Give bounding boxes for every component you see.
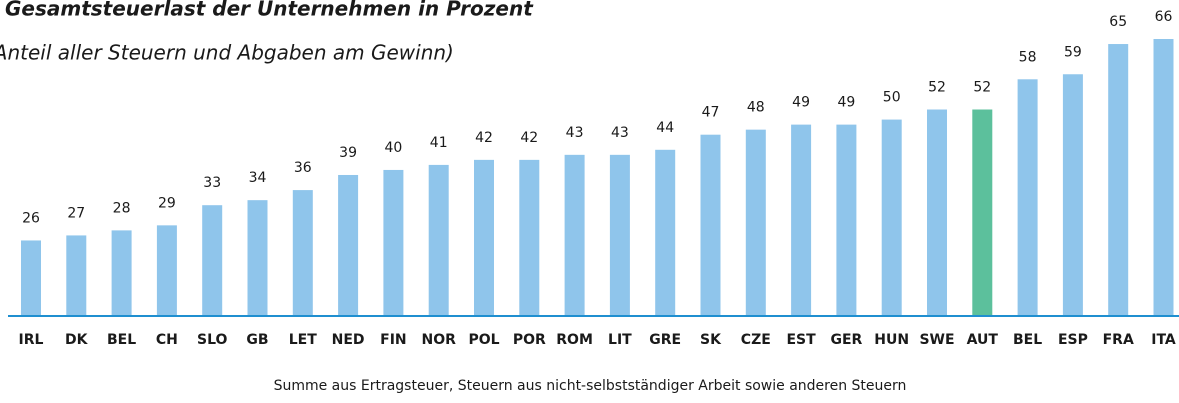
bar <box>338 174 359 316</box>
x-tick-label: SLO <box>197 332 228 348</box>
bar <box>156 225 177 316</box>
value-label: 52 <box>973 80 991 96</box>
bar <box>292 190 313 316</box>
x-tick-label: CZE <box>741 332 771 348</box>
value-label: 59 <box>1064 44 1082 60</box>
value-label: 49 <box>837 95 855 111</box>
bar <box>655 149 676 316</box>
x-tick-label: POR <box>513 332 546 348</box>
x-tick-label: HUN <box>874 332 909 348</box>
x-tick-label: DK <box>65 332 89 348</box>
bar <box>1017 79 1038 316</box>
bar <box>428 164 449 316</box>
x-tick-label: LIT <box>608 332 632 348</box>
x-tick-label: GRE <box>649 332 681 348</box>
value-label: 26 <box>22 210 40 226</box>
bar <box>700 134 721 316</box>
value-label: 49 <box>792 95 810 111</box>
x-tick-label: CH <box>156 332 178 348</box>
chart-subtitle: (Anteil aller Steuern und Abgaben am Gew… <box>0 41 454 65</box>
value-label: 48 <box>747 100 765 116</box>
value-label: 52 <box>928 80 946 96</box>
x-tick-label: SWE <box>919 332 954 348</box>
bar <box>881 119 902 316</box>
bar <box>745 129 766 316</box>
value-label: 36 <box>294 160 312 176</box>
x-tick-label: FIN <box>380 332 407 348</box>
value-label: 43 <box>611 125 629 141</box>
x-tick-label: ITA <box>1151 332 1176 348</box>
x-tick-label: NED <box>332 332 365 348</box>
x-tick-label: IRL <box>19 332 44 348</box>
bar <box>836 124 857 316</box>
x-tick-label: ESP <box>1058 332 1088 348</box>
value-label: 33 <box>203 175 221 191</box>
bar <box>791 124 812 316</box>
x-tick-label: GER <box>830 332 862 348</box>
bar <box>564 154 585 316</box>
value-label: 41 <box>430 135 448 151</box>
bar <box>609 154 630 316</box>
bar <box>247 200 268 316</box>
bar <box>972 109 993 316</box>
value-label: 28 <box>113 200 131 216</box>
bar <box>383 169 404 316</box>
value-label: 58 <box>1019 49 1037 65</box>
value-label: 42 <box>475 130 493 146</box>
bar <box>111 230 132 316</box>
x-tick-label: ROM <box>556 332 593 348</box>
x-tick-label: AUT <box>967 332 999 348</box>
value-label: 50 <box>883 90 901 106</box>
x-tick-label: EST <box>786 332 816 348</box>
value-label: 42 <box>520 130 538 146</box>
footnote: Summe aus Ertragsteuer, Steuern aus nich… <box>274 378 907 394</box>
bar <box>1062 74 1083 316</box>
value-label: 39 <box>339 145 357 161</box>
x-tick-label: FRA <box>1103 332 1134 348</box>
bar <box>474 159 494 316</box>
value-label: 44 <box>656 120 674 136</box>
value-label: 27 <box>67 205 85 221</box>
x-tick-label: NOR <box>421 332 456 348</box>
bar <box>202 205 223 316</box>
chart-title: Gesamtsteuerlast der Unternehmen in Proz… <box>5 0 534 21</box>
value-label: 43 <box>566 125 584 141</box>
bar <box>927 109 947 316</box>
value-label: 47 <box>702 105 720 121</box>
value-label: 65 <box>1109 14 1127 30</box>
x-tick-label: SK <box>700 332 722 348</box>
value-label: 29 <box>158 195 176 211</box>
bar <box>66 235 87 316</box>
value-label: 40 <box>384 140 402 156</box>
bar <box>21 240 41 316</box>
x-tick-label: POL <box>468 332 499 348</box>
value-label: 66 <box>1155 9 1173 25</box>
x-tick-label: GB <box>246 332 268 348</box>
bar <box>1153 39 1174 316</box>
x-tick-label: BEL <box>107 332 136 348</box>
x-tick-label: LET <box>289 332 317 348</box>
bar <box>1108 44 1129 316</box>
x-tick-label: BEL <box>1013 332 1042 348</box>
bar <box>519 159 540 316</box>
value-label: 34 <box>249 170 267 186</box>
